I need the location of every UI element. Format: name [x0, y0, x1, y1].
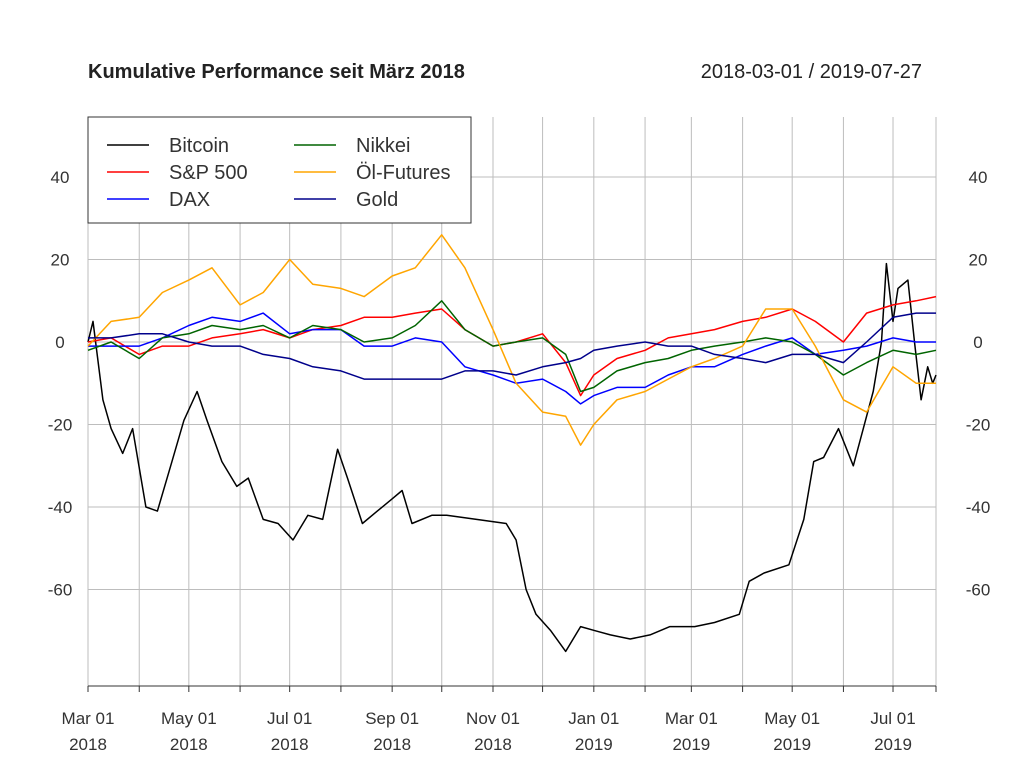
y-tick-label-left: -40	[48, 498, 73, 517]
x-tick-label-year: 2018	[69, 735, 107, 754]
x-tick-label-year: 2019	[672, 735, 710, 754]
y-tick-label-right: -20	[966, 416, 991, 435]
x-tick-label-year: 2018	[170, 735, 208, 754]
series-line--l-futures	[87, 234, 936, 446]
series-line-dax	[88, 312, 936, 405]
x-tick-label: May 01	[764, 709, 820, 728]
series-line-bitcoin	[87, 262, 937, 653]
x-tick-label-year: 2018	[474, 735, 512, 754]
legend-label: S&P 500	[169, 162, 248, 184]
x-tick-label-year: 2019	[575, 735, 613, 754]
y-tick-label-right: -40	[966, 498, 991, 517]
legend-label: Bitcoin	[169, 135, 229, 157]
x-tick-label: Mar 01	[62, 709, 115, 728]
x-tick-label: Nov 01	[466, 709, 520, 728]
chart-date-range: 2018-03-01 / 2019-07-27	[701, 61, 922, 83]
x-tick-label-year: 2019	[773, 735, 811, 754]
y-tick-label-right: 0	[973, 333, 982, 352]
y-tick-label-left: 40	[51, 168, 70, 187]
series-lines	[87, 234, 937, 653]
axes: -60 -60 -40 -40 -20 -20 0 0 20 20 40 40 Mar 01 2018 Ma…	[48, 168, 991, 754]
chart-title: Kumulative Performance seit März 2018	[88, 61, 465, 83]
legend-label: Nikkei	[356, 135, 410, 157]
legend-label: DAX	[169, 189, 210, 211]
y-tick-label-left: 0	[55, 333, 64, 352]
x-tick-label: Jul 01	[870, 709, 915, 728]
x-tick-label: Jul 01	[267, 709, 312, 728]
y-tick-label-left: -20	[48, 416, 73, 435]
legend-label: Gold	[356, 189, 398, 211]
series-line-gold	[88, 312, 936, 380]
series-line-nikkei	[87, 300, 937, 393]
y-tick-label-right: 40	[969, 168, 988, 187]
x-tick-label-year: 2018	[271, 735, 309, 754]
legend-box	[87, 116, 472, 224]
x-tick-label: Jan 01	[568, 709, 619, 728]
x-tick-label: May 01	[161, 709, 217, 728]
legend: Bitcoin S&P 500 DAX Nikkei Öl-Futures Gold	[87, 116, 472, 224]
y-tick-label-right: -60	[966, 581, 991, 600]
x-tick-label-year: 2018	[373, 735, 411, 754]
legend-label: Öl-Futures	[356, 162, 450, 184]
x-tick-label: Mar 01	[665, 709, 718, 728]
x-tick-label: Sep 01	[365, 709, 419, 728]
y-tick-label-left: -60	[48, 581, 73, 600]
y-tick-label-right: 20	[969, 251, 988, 270]
y-tick-label-left: 20	[51, 251, 70, 270]
x-tick-label-year: 2019	[874, 735, 912, 754]
series-line-s-p-500	[87, 295, 937, 397]
